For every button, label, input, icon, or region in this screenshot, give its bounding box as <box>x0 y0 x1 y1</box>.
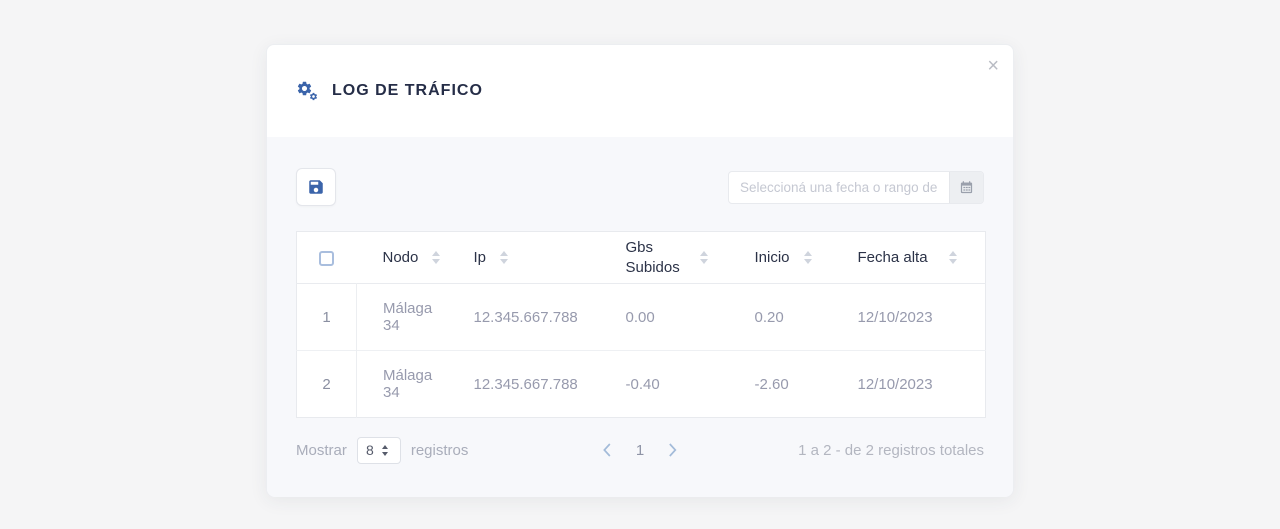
sort-arrows-icon[interactable] <box>949 251 957 264</box>
date-range-picker <box>728 170 984 204</box>
chevron-left-icon[interactable] <box>601 441 613 459</box>
cell-gbs-subidos: -0.40 <box>625 375 660 393</box>
page-size-control: Mostrar registros <box>296 436 469 464</box>
cell-ip: 12.345.667.788 <box>473 308 578 326</box>
sort-arrows-icon[interactable] <box>699 251 708 264</box>
page-title: LOG DE TRÁFICO <box>332 82 483 99</box>
sort-arrows-icon[interactable] <box>500 251 509 264</box>
page-number[interactable]: 1 <box>635 441 645 459</box>
column-header-nodo[interactable]: Nodo <box>357 232 448 284</box>
column-label: Fecha alta <box>857 249 928 266</box>
cell-inicio: 0.20 <box>754 308 784 326</box>
records-label: registros <box>410 441 469 459</box>
column-header-gbs-subidos[interactable]: Gbs Subidos <box>600 232 729 284</box>
floppy-disk-icon <box>307 178 325 196</box>
cell-inicio: -2.60 <box>754 375 789 393</box>
cell-nodo: Málaga 34 <box>383 367 433 401</box>
row-index: 2 <box>296 350 357 418</box>
modal-header: LOG DE TRÁFICO <box>267 45 1013 137</box>
column-header-ip[interactable]: Ip <box>448 232 600 284</box>
column-header-inicio[interactable]: Inicio <box>729 232 832 284</box>
cell-fecha-alta: 12/10/2023 <box>857 308 933 326</box>
page-size-stepper <box>356 436 401 464</box>
cell-ip: 12.345.667.788 <box>473 375 578 393</box>
traffic-log-modal: × LOG DE TRÁFICO <box>266 44 1014 497</box>
row-index: 1 <box>296 283 357 351</box>
sort-arrows-icon[interactable] <box>803 251 812 264</box>
calendar-icon <box>959 180 974 195</box>
close-icon[interactable]: × <box>987 55 999 77</box>
cell-fecha-alta: 12/10/2023 <box>857 375 933 393</box>
column-label: Nodo <box>382 249 419 266</box>
table-footer: Mostrar registros 1 1 a 2 <box>296 434 984 466</box>
modal-body: Nodo Ip Gbs Subidos Inicio Fecha alta <box>267 137 1013 497</box>
cell-nodo: Málaga 34 <box>383 300 433 334</box>
toolbar <box>296 168 984 206</box>
select-all-checkbox[interactable] <box>319 250 335 266</box>
column-label: Inicio <box>754 249 790 266</box>
date-range-input[interactable] <box>729 171 949 203</box>
gears-icon <box>296 80 320 102</box>
traffic-log-table: Nodo Ip Gbs Subidos Inicio Fecha alta <box>296 231 986 418</box>
calendar-button[interactable] <box>949 171 983 203</box>
sort-arrows-icon[interactable] <box>432 251 441 264</box>
cell-gbs-subidos: 0.00 <box>625 308 655 326</box>
column-label: Gbs Subidos <box>625 239 680 276</box>
column-label: Ip <box>473 249 487 266</box>
pagination: 1 <box>601 441 679 459</box>
table-row[interactable]: 2 Málaga 34 12.345.667.788 -0.40 -2.60 1… <box>296 350 986 418</box>
table-header-row: Nodo Ip Gbs Subidos Inicio Fecha alta <box>296 232 986 284</box>
chevron-right-icon[interactable] <box>667 441 679 459</box>
stepper-arrows-icon[interactable] <box>381 444 388 456</box>
show-label: Mostrar <box>296 441 347 459</box>
save-button[interactable] <box>296 168 336 206</box>
table-row[interactable]: 1 Málaga 34 12.345.667.788 0.00 0.20 12/… <box>296 283 986 351</box>
records-summary: 1 a 2 - de 2 registros totales <box>798 441 984 459</box>
column-header-fecha-alta[interactable]: Fecha alta <box>832 232 986 284</box>
page-size-input[interactable] <box>357 442 382 458</box>
